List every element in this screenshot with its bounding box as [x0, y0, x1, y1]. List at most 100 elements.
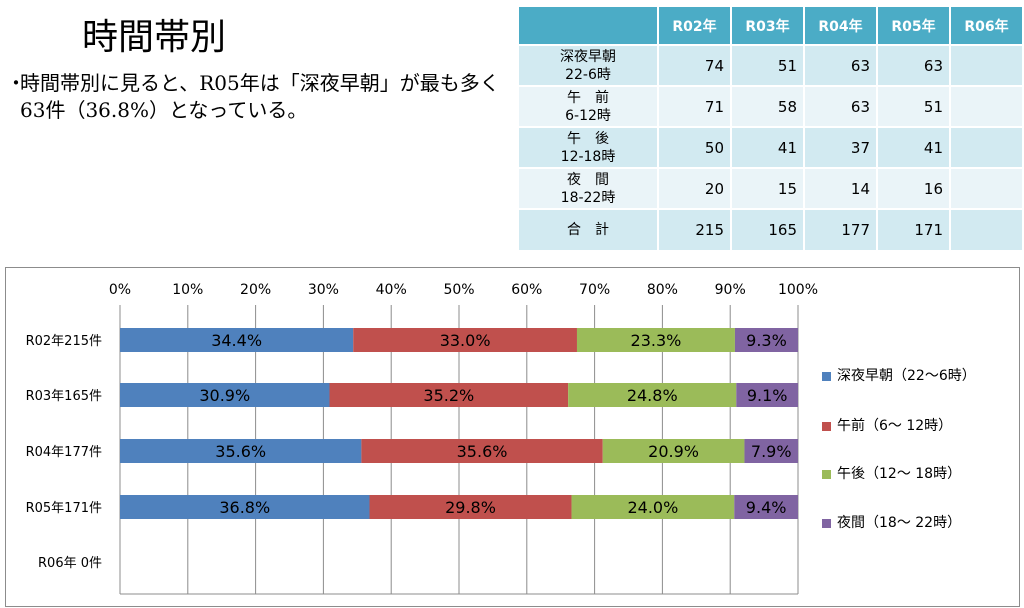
table-cell	[949, 126, 1024, 169]
legend-swatch	[822, 469, 831, 479]
bar-segment	[602, 439, 745, 463]
bar-segment	[568, 383, 737, 407]
x-tick-label: 60%	[511, 282, 542, 298]
row-label: 午 後 12-18時	[517, 126, 659, 169]
x-tick-label: 40%	[376, 282, 407, 298]
page-title: 時間帯別	[82, 17, 227, 58]
table-cell	[949, 208, 1024, 252]
bar-segment	[369, 495, 572, 519]
table-total-row: 合 計 215 165 177 171	[517, 208, 1024, 252]
row-label-main: 夜 間	[567, 171, 609, 188]
table-cell: 16	[876, 167, 951, 210]
data-label: 20.9%	[648, 442, 699, 461]
header-r06: R06年	[949, 5, 1024, 46]
data-label: 23.3%	[631, 331, 682, 350]
data-label: 36.8%	[219, 498, 270, 517]
table-cell: 51	[730, 44, 805, 87]
bar-segment	[120, 383, 330, 407]
legend-label: 午前（6～ 12時）	[837, 418, 953, 434]
x-tick-label: 0%	[109, 282, 131, 298]
bar-segment	[736, 383, 798, 407]
header-corner	[517, 5, 659, 46]
legend-label: 夜間（18～ 22時）	[837, 515, 962, 531]
bar-segment	[571, 495, 735, 519]
header-r05: R05年	[876, 5, 951, 46]
bullet-mark: ・	[6, 71, 26, 95]
legend-swatch	[822, 518, 831, 528]
bar-segment	[120, 495, 370, 519]
bar-segment	[744, 439, 798, 463]
table-cell: 15	[730, 167, 805, 210]
table-cell: 41	[876, 126, 951, 169]
table-cell	[949, 85, 1024, 128]
x-tick-label: 20%	[240, 282, 271, 298]
data-label: 34.4%	[211, 331, 262, 350]
data-label: 35.6%	[215, 442, 266, 461]
row-label: 深夜早朝 22-6時	[517, 44, 659, 87]
row-label: 夜 間 18-22時	[517, 167, 659, 210]
x-tick-label: 50%	[443, 282, 474, 298]
table-row: 夜 間 18-22時 20 15 14 16	[517, 167, 1024, 210]
total-label: 合 計	[517, 208, 659, 252]
row-label-main: 午 後	[567, 130, 609, 147]
data-label: 35.2%	[423, 386, 474, 405]
data-label: 30.9%	[199, 386, 250, 405]
legend-swatch	[822, 371, 831, 381]
table-cell: 51	[876, 85, 951, 128]
table-cell: 63	[803, 44, 878, 87]
table-cell: 63	[876, 44, 951, 87]
table-cell: 165	[730, 208, 805, 252]
row-label-sub: 12-18時	[560, 148, 616, 165]
legend-label: 深夜早朝（22～6時）	[837, 368, 976, 384]
table-cell: 14	[803, 167, 878, 210]
table-cell: 74	[657, 44, 732, 87]
bar-segment	[120, 328, 354, 352]
table-cell: 20	[657, 167, 732, 210]
data-label: 9.1%	[747, 386, 788, 405]
data-label: 33.0%	[440, 331, 491, 350]
x-tick-label: 70%	[579, 282, 610, 298]
table-row: 午 前 6-12時 71 58 63 51	[517, 85, 1024, 128]
legend-swatch	[822, 421, 831, 431]
legend-item: 夜間（18～ 22時）	[822, 512, 961, 532]
y-category-label: R06年 0件	[38, 556, 102, 571]
row-label-sub: 18-22時	[560, 189, 616, 206]
bar-segment	[576, 328, 735, 352]
table-header-row: R02年 R03年 R04年 R05年 R06年	[517, 5, 1024, 46]
row-label-main: 深夜早朝	[560, 48, 616, 65]
bar-segment	[120, 439, 362, 463]
x-tick-label: 10%	[172, 282, 203, 298]
data-label: 7.9%	[751, 442, 792, 461]
stats-table: R02年 R03年 R04年 R05年 R06年 深夜早朝 22-6時 74 51…	[517, 5, 1024, 252]
data-label: 9.4%	[746, 498, 787, 517]
x-tick-label: 100%	[778, 282, 818, 298]
table-cell	[949, 44, 1024, 87]
table-row: 午 後 12-18時 50 41 37 41	[517, 126, 1024, 169]
legend-item: 午前（6～ 12時）	[822, 415, 952, 435]
y-category-label: R05年171件	[26, 501, 102, 516]
x-tick-label: 30%	[308, 282, 339, 298]
header-r04: R04年	[803, 5, 878, 46]
bar-segment	[361, 439, 603, 463]
x-tick-label: 80%	[647, 282, 678, 298]
table-cell: 171	[876, 208, 951, 252]
row-label: 午 前 6-12時	[517, 85, 659, 128]
x-tick-label: 90%	[715, 282, 746, 298]
bar-segment	[734, 495, 798, 519]
bar-segment	[353, 328, 577, 352]
data-label: 24.8%	[627, 386, 678, 405]
data-label: 35.6%	[457, 442, 508, 461]
header-r02: R02年	[657, 5, 732, 46]
table-cell: 215	[657, 208, 732, 252]
header-r03: R03年	[730, 5, 805, 46]
row-label-main: 午 前	[567, 89, 609, 106]
table-cell	[949, 167, 1024, 210]
bar-segment	[734, 328, 798, 352]
summary-sentence: 時間帯別に見ると、R05年は「深夜早朝」が最も多く63件（36.8%）となってい…	[20, 71, 500, 122]
row-label-sub: 6-12時	[565, 107, 611, 124]
table-cell: 71	[657, 85, 732, 128]
y-category-label: R04年177件	[26, 445, 102, 460]
data-label: 9.3%	[746, 331, 787, 350]
table-cell: 41	[730, 126, 805, 169]
